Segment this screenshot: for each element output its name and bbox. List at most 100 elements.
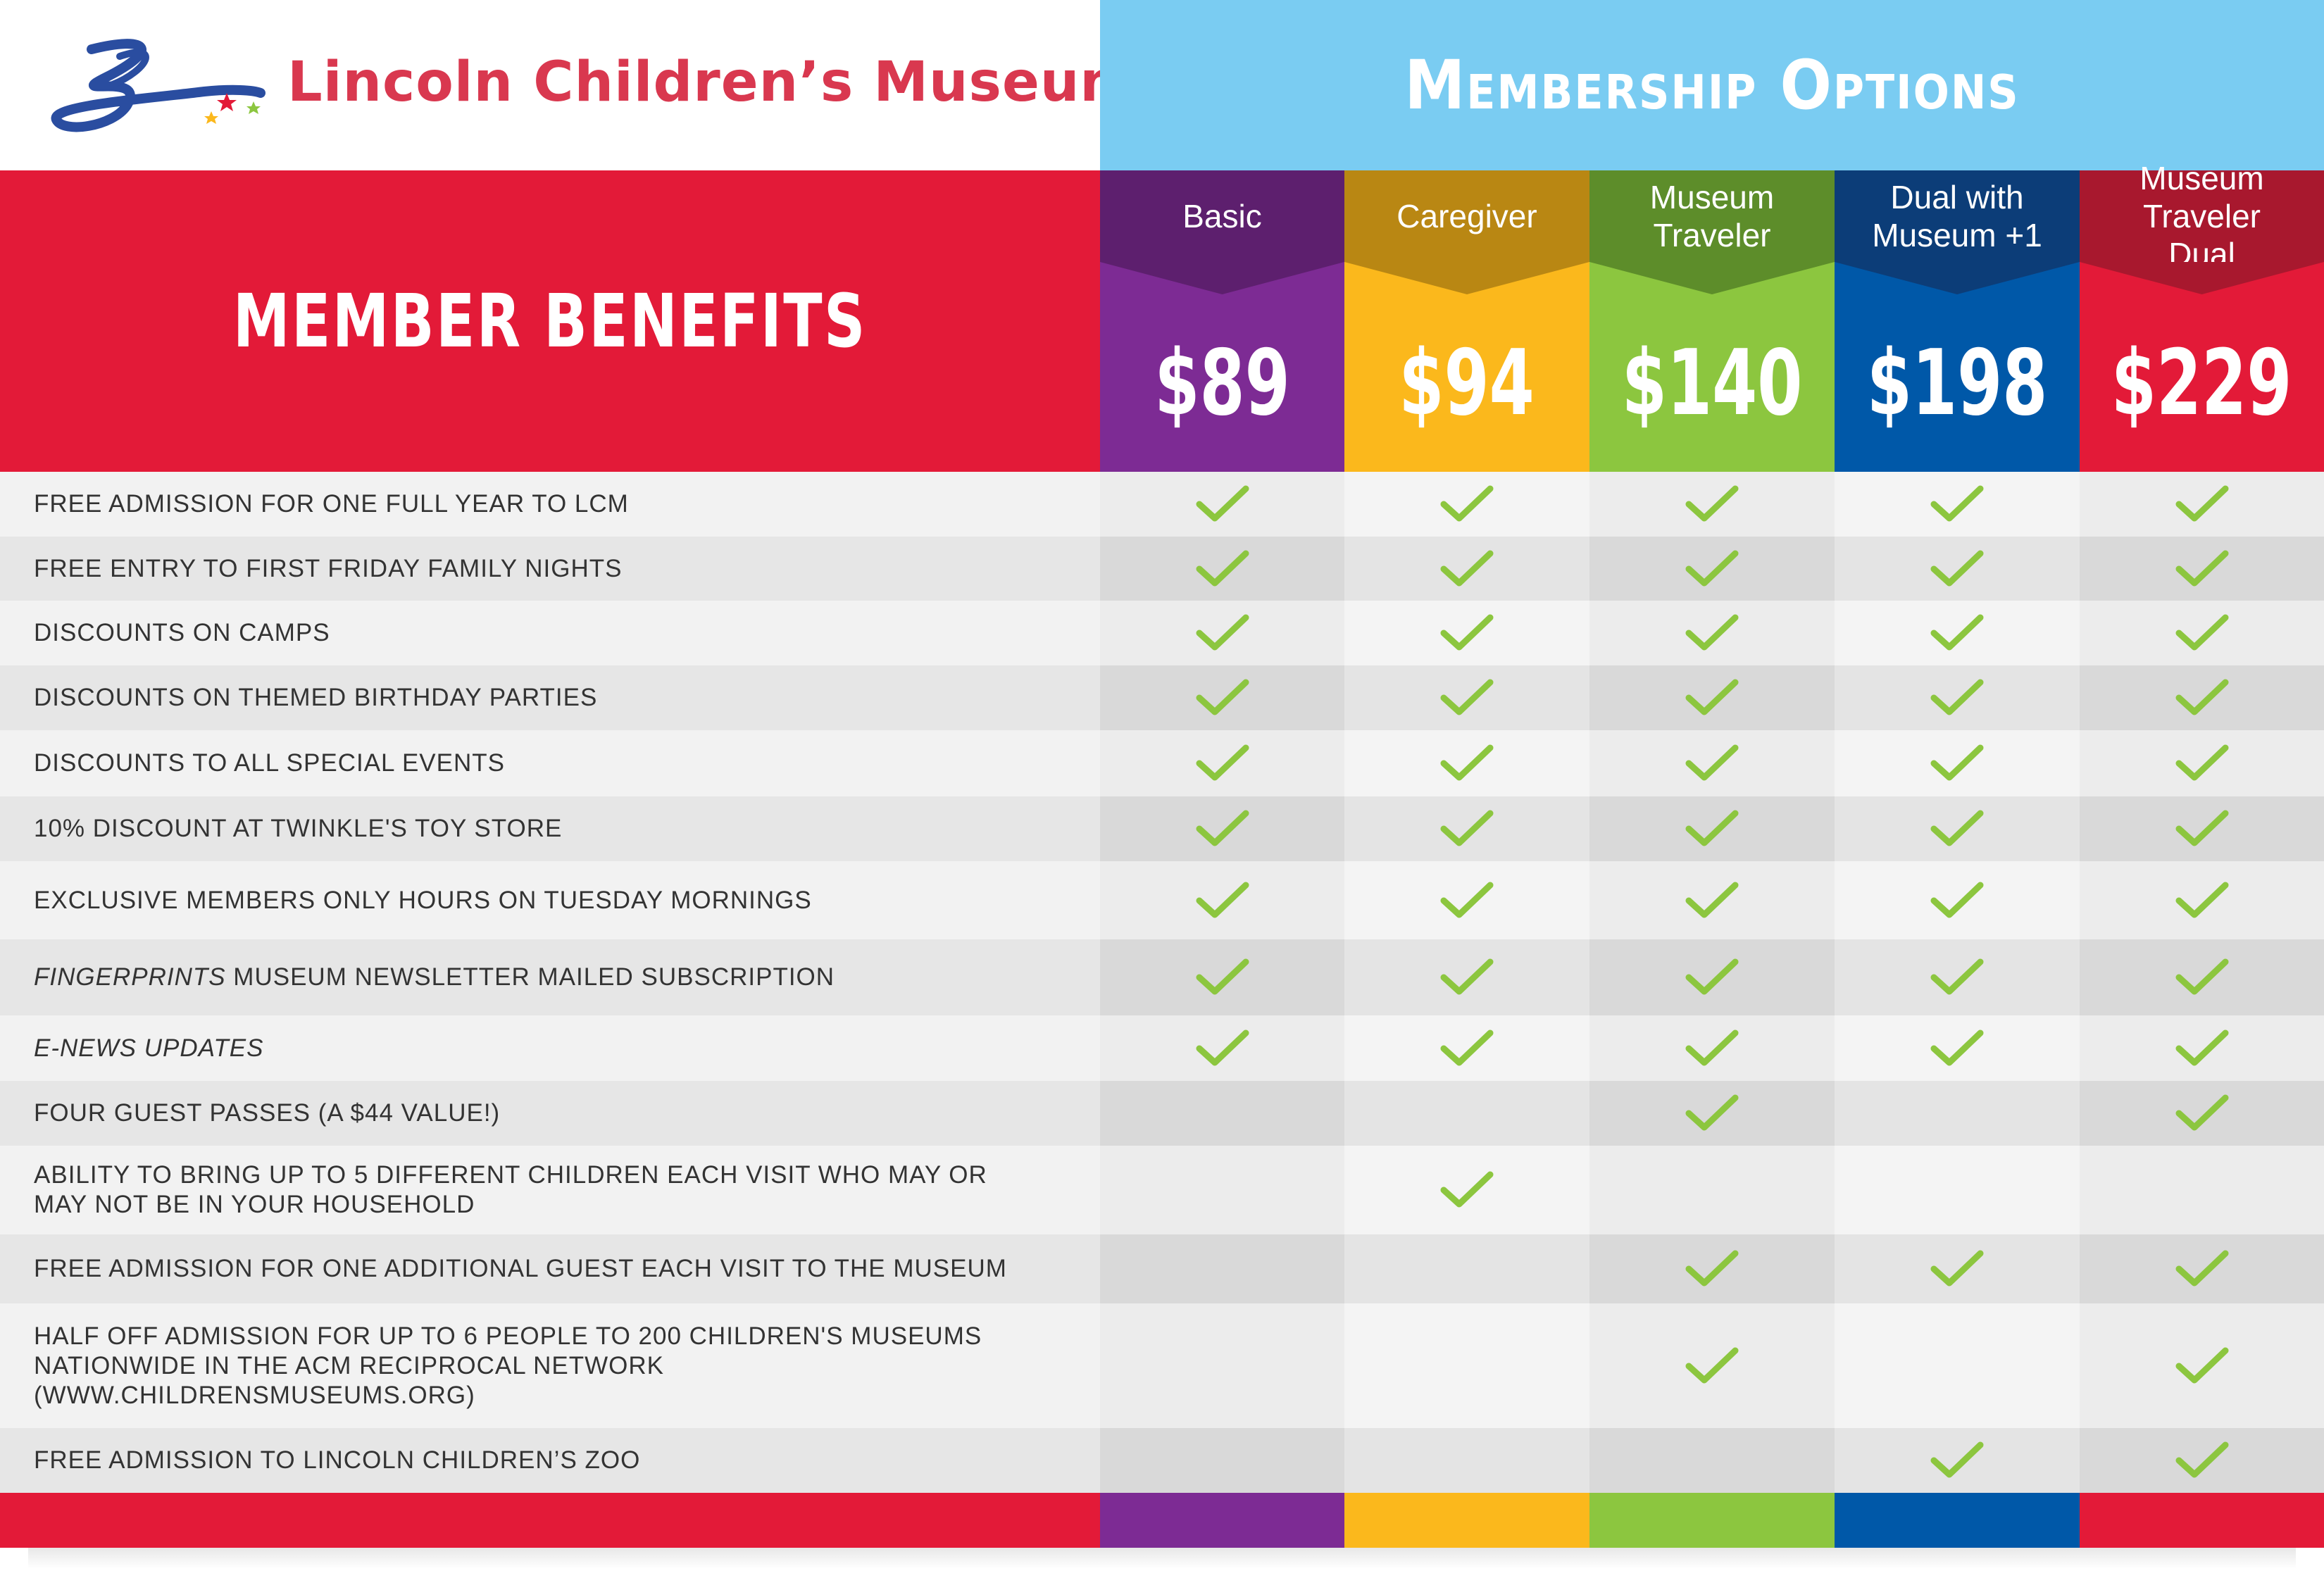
benefit-cell — [1835, 1234, 2080, 1303]
benefit-cell — [1589, 537, 1835, 601]
member-benefits-heading: MEMBER BENEFITS — [233, 278, 867, 364]
benefit-cell — [1344, 1428, 1589, 1493]
tier-price-value: $89 — [1154, 330, 1290, 436]
benefit-cell — [1835, 730, 2080, 796]
footer-bar-tier — [1589, 1493, 1835, 1548]
tier-name-band: Museum Traveler Dual — [2080, 160, 2324, 273]
benefit-cell — [1100, 861, 1344, 939]
tier-price-value: $140 — [1621, 330, 1803, 436]
tier-chevron — [1100, 262, 1344, 294]
benefit-label: FREE ENTRY TO FIRST FRIDAY FAMILY NIGHTS — [0, 537, 1100, 601]
benefit-cell — [2080, 861, 2324, 939]
tier-name: Museum Traveler — [1649, 179, 1775, 253]
tier-price-value: $94 — [1399, 330, 1535, 436]
benefit-label: FREE ADMISSION FOR ONE FULL YEAR TO LCM — [0, 472, 1100, 537]
member-benefits-heading-block: MEMBER BENEFITS — [0, 170, 1100, 472]
footer-bar-left — [0, 1493, 1100, 1548]
benefit-cell — [1589, 861, 1835, 939]
checkmark-icon — [1685, 1094, 1739, 1131]
benefit-cell — [1835, 537, 2080, 601]
checkmark-icon — [2175, 1250, 2228, 1287]
benefit-cell — [1589, 939, 1835, 1015]
benefit-row: FREE ADMISSION FOR ONE ADDITIONAL GUEST … — [0, 1234, 2324, 1303]
bottom-shadow — [28, 1548, 2296, 1569]
benefit-row: DISCOUNTS ON CAMPS — [0, 601, 2324, 665]
benefit-cell — [1835, 1303, 2080, 1428]
benefit-row: 10% DISCOUNT AT TWINKLE'S TOY STORE — [0, 796, 2324, 861]
benefit-cell — [1589, 1234, 1835, 1303]
benefit-cell — [1100, 1015, 1344, 1081]
checkmark-icon — [1930, 550, 1984, 586]
benefit-cell — [2080, 1234, 2324, 1303]
benefit-cell — [1589, 1146, 1835, 1234]
checkmark-icon — [1685, 550, 1739, 586]
checkmark-icon — [1930, 485, 1984, 522]
checkmark-icon — [1930, 1250, 1984, 1287]
checkmark-icon — [2175, 679, 2228, 715]
checkmark-icon — [1930, 810, 1984, 846]
benefit-cell — [1589, 730, 1835, 796]
benefit-cell — [1589, 472, 1835, 537]
benefit-label: FREE ADMISSION FOR ONE ADDITIONAL GUEST … — [0, 1234, 1100, 1303]
checkmark-icon — [1930, 679, 1984, 715]
benefit-cell — [1344, 1146, 1589, 1234]
benefit-cell — [1100, 665, 1344, 730]
benefit-cell — [1344, 1234, 1589, 1303]
checkmark-icon — [1685, 1250, 1739, 1287]
checkmark-icon — [1440, 1171, 1494, 1208]
benefit-label: DISCOUNTS ON THEMED BIRTHDAY PARTIES — [0, 665, 1100, 730]
checkmark-icon — [2175, 550, 2228, 586]
checkmark-icon — [1930, 1029, 1984, 1065]
benefit-cell — [2080, 1081, 2324, 1146]
checkmark-icon — [1440, 679, 1494, 715]
checkmark-icon — [1685, 810, 1739, 846]
benefit-label: ABILITY TO BRING UP TO 5 DIFFERENT CHILD… — [0, 1146, 1100, 1234]
benefit-label: FREE ADMISSION TO LINCOLN CHILDREN’S ZOO — [0, 1428, 1100, 1493]
checkmark-icon — [1196, 485, 1249, 522]
checkmark-icon — [1440, 550, 1494, 586]
benefit-cell — [1344, 537, 1589, 601]
benefit-cell — [1344, 730, 1589, 796]
tier-name-band: Basic — [1100, 170, 1344, 262]
checkmark-icon — [2175, 744, 2228, 781]
tier-column: Museum Traveler Dual $229 — [2080, 160, 2324, 472]
tier-price: $198 — [1835, 294, 2080, 472]
checkmark-icon — [1196, 614, 1249, 651]
checkmark-icon — [2175, 1094, 2228, 1131]
benefit-row: HALF OFF ADMISSION FOR UP TO 6 PEOPLE TO… — [0, 1303, 2324, 1428]
checkmark-icon — [1930, 744, 1984, 781]
benefit-cell — [1835, 861, 2080, 939]
tier-name: Dual with Museum +1 — [1872, 179, 2042, 253]
tier-name-band: Dual with Museum +1 — [1835, 170, 2080, 262]
checkmark-icon — [1685, 744, 1739, 781]
tier-price: $229 — [2080, 294, 2324, 472]
tier-name-band: Caregiver — [1344, 170, 1589, 262]
banner-title: Membership Options — [1404, 46, 2020, 125]
benefit-cell — [2080, 1146, 2324, 1234]
benefit-row: E-NEWS UPDATES — [0, 1015, 2324, 1081]
benefit-cell — [2080, 796, 2324, 861]
benefit-cell — [1344, 796, 1589, 861]
logo-area: Lincoln Children’s Museum — [0, 0, 1137, 170]
benefit-cell — [1100, 537, 1344, 601]
benefit-row: ABILITY TO BRING UP TO 5 DIFFERENT CHILD… — [0, 1146, 2324, 1234]
checkmark-icon — [1440, 485, 1494, 522]
benefit-label-italic: E-NEWS UPDATES — [34, 1034, 264, 1062]
benefit-row: FOUR GUEST PASSES (A $44 VALUE!) — [0, 1081, 2324, 1146]
benefit-cell — [1589, 1428, 1835, 1493]
benefit-cell — [1100, 472, 1344, 537]
benefit-row: EXCLUSIVE MEMBERS ONLY HOURS ON TUESDAY … — [0, 861, 2324, 939]
tier-chevron — [1344, 262, 1589, 294]
benefit-cell — [2080, 601, 2324, 665]
checkmark-icon — [1930, 882, 1984, 918]
benefit-cell — [1100, 796, 1344, 861]
checkmark-icon — [2175, 810, 2228, 846]
benefit-cell — [1100, 939, 1344, 1015]
checkmark-icon — [1685, 958, 1739, 995]
benefit-cell — [1589, 1081, 1835, 1146]
benefit-cell — [1100, 1428, 1344, 1493]
checkmark-icon — [2175, 882, 2228, 918]
tier-chevron — [2080, 262, 2324, 294]
checkmark-icon — [2175, 614, 2228, 651]
